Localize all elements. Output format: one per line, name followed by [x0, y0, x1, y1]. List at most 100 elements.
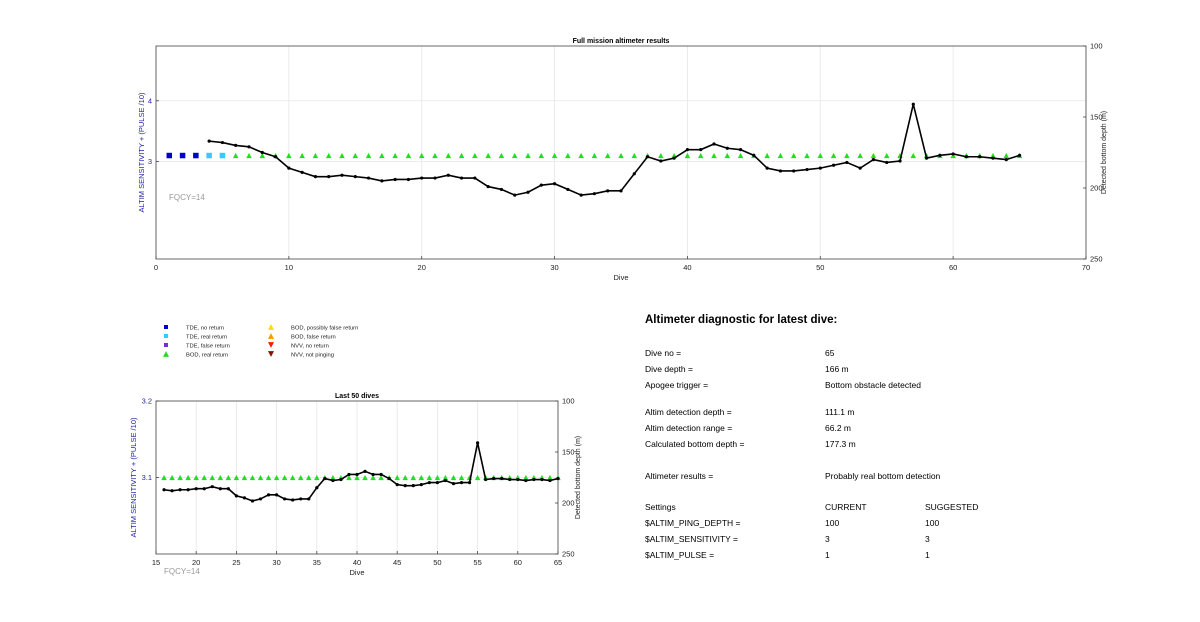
altim-marker-point	[790, 152, 797, 159]
altim-marker-point	[817, 152, 824, 159]
bottom-depth-point	[484, 477, 488, 482]
x-tick-label: 30	[272, 558, 280, 567]
altim-marker-point	[950, 152, 956, 159]
y-left-tick-label: 3.1	[142, 473, 152, 482]
bottom-depth-point	[467, 481, 472, 485]
altim-marker-point	[161, 474, 167, 481]
bottom-depth-point	[446, 173, 450, 177]
bottom-depth-point	[355, 472, 359, 477]
bottom-depth-point	[492, 476, 496, 481]
altim-marker-point	[434, 474, 441, 481]
x-tick-label: 60	[949, 263, 957, 272]
altim-marker-point	[352, 152, 359, 159]
x-tick-label: 15	[152, 558, 160, 567]
bottom-depth-point	[313, 175, 318, 179]
axes-frame	[155, 45, 1087, 260]
altim-marker-point	[547, 474, 553, 481]
bottom-depth-point	[898, 159, 902, 163]
legend-marker	[268, 333, 274, 339]
y-right-tick-label: 200	[1090, 184, 1103, 193]
bottom-depth-point	[685, 148, 690, 152]
diagnostic-value: 65	[825, 348, 835, 358]
bottom-depth-point	[725, 146, 729, 150]
diagnostic-label: Dive depth =	[645, 364, 693, 374]
bottom-depth-point	[552, 182, 557, 186]
bottom-depth-point	[299, 497, 303, 501]
bottom-depth-point	[619, 189, 623, 193]
altim-marker-point	[830, 152, 837, 159]
altim-marker-point	[339, 152, 345, 159]
bottom-depth-point	[500, 476, 504, 481]
bottom-depth-point	[792, 169, 796, 173]
bottom-depth-point	[273, 155, 278, 159]
bottom-depth-point	[513, 193, 517, 197]
altim-marker-point	[286, 152, 292, 159]
altim-marker-point	[737, 152, 744, 159]
bottom-depth-point	[234, 494, 238, 498]
diagnostic-label: Altim detection range =	[645, 423, 733, 433]
bottom-depth-point	[459, 481, 464, 485]
altim-marker-point	[445, 152, 452, 159]
altim-marker-point	[169, 474, 175, 481]
diagnostic-label: Settings	[645, 502, 676, 512]
diagnostic-value: Bottom obstacle detected	[825, 380, 921, 390]
diagnostic-value-suggested: 3	[925, 534, 930, 544]
diagnostic-label: $ALTIM_SENSITIVITY =	[645, 534, 738, 544]
bottom-depth-point	[539, 183, 543, 187]
diagnostic-label: Dive no =	[645, 348, 682, 358]
bottom-depth-point	[831, 163, 836, 167]
bottom-depth-point	[964, 155, 969, 159]
diagnostic-value: 1	[825, 550, 830, 560]
bottom-depth-point	[226, 487, 230, 491]
bottom-depth-point	[699, 148, 703, 152]
altim-marker-point	[281, 474, 288, 481]
diagnostic-value: 177.3 m	[825, 439, 856, 449]
x-axis-label: Dive	[613, 273, 628, 282]
altim-marker-point	[777, 152, 784, 159]
legend-marker	[164, 334, 168, 338]
last-50-dives-chart: 15 20 25 30 35 40 45 50 55 60 65 3.1 3.2 100 150 200 250…	[129, 393, 582, 577]
y-right-tick-label: 200	[562, 499, 575, 508]
altim-marker-point	[410, 474, 417, 481]
diagnostic-value: 100	[825, 518, 840, 528]
x-tick-label: 65	[554, 558, 562, 567]
x-tick-label: 55	[473, 558, 481, 567]
altim-marker-point	[219, 152, 226, 159]
bottom-depth-point	[443, 478, 448, 483]
altim-marker-point	[525, 152, 531, 159]
altim-marker-point	[883, 152, 890, 159]
altim-marker-point	[378, 474, 384, 481]
bottom-depth-point	[592, 192, 597, 196]
altim-marker-point	[426, 474, 433, 481]
altim-marker-point	[870, 152, 877, 159]
y-left-tick-label: 4	[148, 96, 152, 105]
bottom-depth-point	[210, 485, 214, 489]
bottom-depth-point	[858, 166, 862, 170]
bottom-depth-point	[427, 481, 431, 485]
bottom-depth-point	[283, 497, 287, 501]
altim-marker-point	[910, 152, 917, 159]
bottom-depth-point	[991, 156, 995, 160]
bottom-depth-point	[885, 160, 889, 165]
bottom-depth-point	[435, 481, 439, 485]
bottom-depth-point	[508, 477, 512, 482]
altim-marker-point	[392, 152, 398, 159]
x-tick-label: 20	[418, 263, 426, 272]
bottom-depth-point	[645, 155, 650, 159]
altim-marker-point	[232, 152, 239, 159]
bottom-depth-point	[516, 477, 520, 482]
altim-marker-point	[299, 152, 305, 159]
x-tick-label: 10	[285, 263, 293, 272]
diagnostic-label: Altimeter results =	[645, 471, 714, 481]
x-tick-label: 70	[1082, 263, 1090, 272]
altim-marker-point	[418, 474, 425, 481]
y-right-tick-label: 100	[1090, 42, 1103, 51]
legend-label: NVV, not pinging	[291, 353, 334, 359]
bottom-depth-point	[327, 175, 331, 179]
diagnostic-label: Calculated bottom depth =	[645, 439, 745, 449]
bottom-depth-point	[632, 172, 636, 176]
bottom-depth-point	[315, 486, 319, 490]
y-right-tick-label: 250	[562, 550, 575, 559]
y-right-axis-label: Detected bottom depth (m)	[1101, 111, 1108, 194]
bottom-depth-point	[406, 177, 411, 182]
